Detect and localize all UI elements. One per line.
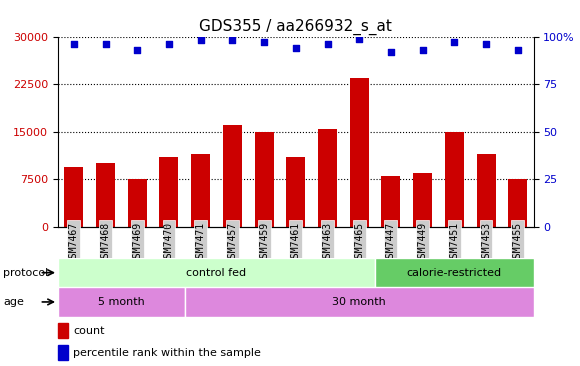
Text: 30 month: 30 month <box>332 297 386 307</box>
Text: GSM7453: GSM7453 <box>481 222 491 263</box>
Bar <box>287 157 305 227</box>
Point <box>386 49 396 55</box>
Point <box>101 41 110 47</box>
Point <box>481 41 491 47</box>
Text: GSM7447: GSM7447 <box>386 222 396 263</box>
Text: GSM7467: GSM7467 <box>69 222 79 263</box>
Bar <box>382 176 400 227</box>
Bar <box>508 179 527 227</box>
FancyBboxPatch shape <box>58 287 185 317</box>
Text: GSM7457: GSM7457 <box>227 222 237 263</box>
Text: GSM7471: GSM7471 <box>195 222 206 263</box>
Bar <box>445 132 464 227</box>
Text: GSM7465: GSM7465 <box>354 222 364 263</box>
FancyBboxPatch shape <box>185 287 534 317</box>
Text: GSM7468: GSM7468 <box>100 222 111 263</box>
Point <box>418 47 427 53</box>
Bar <box>58 323 68 338</box>
Point <box>354 36 364 41</box>
Bar <box>318 128 337 227</box>
Text: percentile rank within the sample: percentile rank within the sample <box>73 348 261 358</box>
FancyBboxPatch shape <box>58 258 375 287</box>
Text: GSM7455: GSM7455 <box>513 222 523 263</box>
Text: age: age <box>3 297 24 307</box>
Point <box>323 41 332 47</box>
Text: 5 month: 5 month <box>98 297 145 307</box>
Point <box>450 40 459 45</box>
Bar <box>350 78 369 227</box>
Text: GSM7463: GSM7463 <box>322 222 332 263</box>
Text: control fed: control fed <box>187 268 246 278</box>
Bar <box>64 167 84 227</box>
Bar <box>58 345 68 360</box>
Point <box>133 47 142 53</box>
Bar <box>255 132 274 227</box>
FancyBboxPatch shape <box>375 258 534 287</box>
Point <box>259 40 269 45</box>
Bar <box>128 179 147 227</box>
Text: GSM7470: GSM7470 <box>164 222 174 263</box>
Text: count: count <box>73 326 105 336</box>
Bar <box>96 164 115 227</box>
Point <box>69 41 78 47</box>
Text: GSM7451: GSM7451 <box>450 222 459 263</box>
Bar <box>223 126 242 227</box>
Bar <box>477 154 495 227</box>
Bar <box>160 157 179 227</box>
Point <box>164 41 173 47</box>
Point <box>513 47 523 53</box>
Bar <box>191 154 210 227</box>
Text: GSM7449: GSM7449 <box>418 222 427 263</box>
Text: protocol: protocol <box>3 268 48 278</box>
Point <box>196 37 205 43</box>
Text: GSM7461: GSM7461 <box>291 222 301 263</box>
Point <box>291 45 300 51</box>
Title: GDS355 / aa266932_s_at: GDS355 / aa266932_s_at <box>200 19 392 35</box>
Bar <box>413 173 432 227</box>
Text: calorie-restricted: calorie-restricted <box>407 268 502 278</box>
Text: GSM7459: GSM7459 <box>259 222 269 263</box>
Text: GSM7469: GSM7469 <box>132 222 142 263</box>
Point <box>228 37 237 43</box>
